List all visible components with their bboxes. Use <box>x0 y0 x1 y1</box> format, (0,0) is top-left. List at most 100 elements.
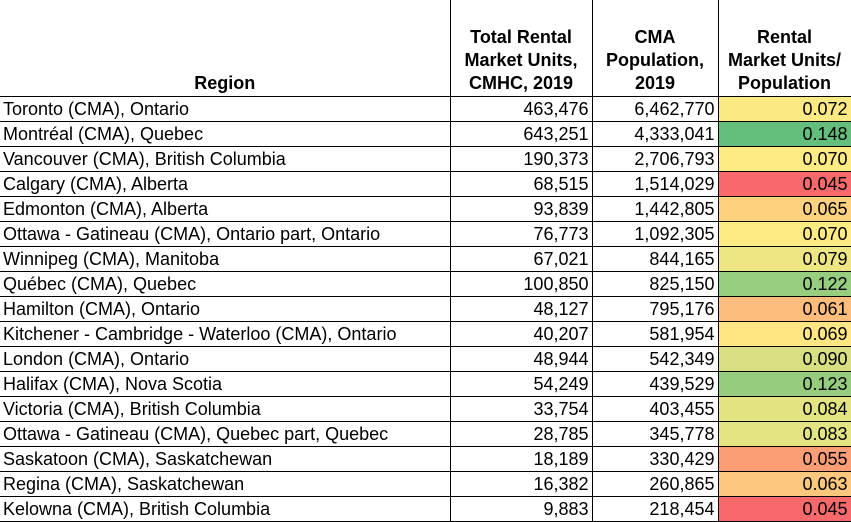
ratio-cell[interactable]: 0.084 <box>718 396 851 422</box>
region-cell[interactable]: Calgary (CMA), Alberta <box>0 171 451 197</box>
ratio-cell[interactable]: 0.045 <box>718 496 851 522</box>
region-cell[interactable]: Winnipeg (CMA), Manitoba <box>0 246 451 272</box>
header-population[interactable]: CMA Population, 2019 <box>592 0 719 97</box>
population-cell[interactable]: 345,778 <box>592 421 719 447</box>
table-row: Toronto (CMA), Ontario 463,476 6,462,770 0.… <box>0 96 851 122</box>
units-cell[interactable]: 48,944 <box>450 346 593 372</box>
header-ratio-line: Rental <box>756 26 812 47</box>
ratio-cell[interactable]: 0.072 <box>718 96 851 122</box>
header-row: Region Total Rental Market Units, CMHC, … <box>0 0 851 97</box>
population-cell[interactable]: 1,514,029 <box>592 171 719 197</box>
table-row: Winnipeg (CMA), Manitoba 67,021 844,165 0.0… <box>0 246 851 272</box>
ratio-cell[interactable]: 0.148 <box>718 121 851 147</box>
population-cell[interactable]: 825,150 <box>592 271 719 297</box>
units-cell[interactable]: 68,515 <box>450 171 593 197</box>
region-cell[interactable]: Ottawa - Gatineau (CMA), Ontario part, O… <box>0 221 451 247</box>
units-cell[interactable]: 76,773 <box>450 221 593 247</box>
header-ratio-line: Market Units/ <box>727 49 842 70</box>
ratio-cell[interactable]: 0.083 <box>718 421 851 447</box>
region-cell[interactable]: Regina (CMA), Saskatchewan <box>0 471 451 497</box>
table-row: Edmonton (CMA), Alberta 93,839 1,442,805 0.… <box>0 196 851 222</box>
header-units-line: Total Rental <box>470 26 572 47</box>
ratio-cell[interactable]: 0.069 <box>718 321 851 347</box>
units-cell[interactable]: 67,021 <box>450 246 593 272</box>
population-cell[interactable]: 795,176 <box>592 296 719 322</box>
units-cell[interactable]: 16,382 <box>450 471 593 497</box>
units-cell[interactable]: 48,127 <box>450 296 593 322</box>
units-cell[interactable]: 40,207 <box>450 321 593 347</box>
table-row: Regina (CMA), Saskatchewan 16,382 260,865 0… <box>0 471 851 497</box>
ratio-cell[interactable]: 0.063 <box>718 471 851 497</box>
header-ratio-line: Population <box>738 72 831 93</box>
table-row: Kitchener - Cambridge - Waterloo (CMA), … <box>0 321 851 347</box>
units-cell[interactable]: 93,839 <box>450 196 593 222</box>
units-cell[interactable]: 463,476 <box>450 96 593 122</box>
population-cell[interactable]: 330,429 <box>592 446 719 472</box>
header-units-line: Market Units, <box>464 49 578 70</box>
region-cell[interactable]: Montréal (CMA), Quebec <box>0 121 451 147</box>
table-row: Saskatoon (CMA), Saskatchewan 18,189 330,4… <box>0 446 851 472</box>
population-cell[interactable]: 218,454 <box>592 496 719 522</box>
table-row: Halifax (CMA), Nova Scotia 54,249 439,529 0… <box>0 371 851 397</box>
region-cell[interactable]: Kelowna (CMA), British Columbia <box>0 496 451 522</box>
table-row: Hamilton (CMA), Ontario 48,127 795,176 0.06… <box>0 296 851 322</box>
table-row: Kelowna (CMA), British Columbia 9,883 218,… <box>0 496 851 522</box>
units-cell[interactable]: 54,249 <box>450 371 593 397</box>
population-cell[interactable]: 4,333,041 <box>592 121 719 147</box>
units-cell[interactable]: 643,251 <box>450 121 593 147</box>
population-cell[interactable]: 403,455 <box>592 396 719 422</box>
header-units[interactable]: Total Rental Market Units, CMHC, 2019 <box>450 0 593 97</box>
population-cell[interactable]: 6,462,770 <box>592 96 719 122</box>
population-cell[interactable]: 1,442,805 <box>592 196 719 222</box>
population-cell[interactable]: 844,165 <box>592 246 719 272</box>
region-cell[interactable]: Edmonton (CMA), Alberta <box>0 196 451 222</box>
ratio-cell[interactable]: 0.045 <box>718 171 851 197</box>
table-row: Victoria (CMA), British Columbia 33,754 40… <box>0 396 851 422</box>
table-row: Ottawa - Gatineau (CMA), Ontario part, O… <box>0 221 851 247</box>
units-cell[interactable]: 28,785 <box>450 421 593 447</box>
table-row: Calgary (CMA), Alberta 68,515 1,514,029 0.0… <box>0 171 851 197</box>
region-cell[interactable]: Hamilton (CMA), Ontario <box>0 296 451 322</box>
region-cell[interactable]: Vancouver (CMA), British Columbia <box>0 146 451 172</box>
population-cell[interactable]: 439,529 <box>592 371 719 397</box>
population-cell[interactable]: 1,092,305 <box>592 221 719 247</box>
header-population-line: 2019 <box>634 72 676 93</box>
units-cell[interactable]: 33,754 <box>450 396 593 422</box>
header-population-line: Population, <box>606 49 704 70</box>
ratio-cell[interactable]: 0.061 <box>718 296 851 322</box>
population-cell[interactable]: 260,865 <box>592 471 719 497</box>
table-row: Vancouver (CMA), British Columbia 190,373… <box>0 146 851 172</box>
ratio-cell[interactable]: 0.070 <box>718 146 851 172</box>
header-region[interactable]: Region <box>0 0 451 97</box>
units-cell[interactable]: 9,883 <box>450 496 593 522</box>
population-cell[interactable]: 581,954 <box>592 321 719 347</box>
header-population-line: CMA <box>634 26 676 47</box>
region-cell[interactable]: Ottawa - Gatineau (CMA), Quebec part, Qu… <box>0 421 451 447</box>
ratio-cell[interactable]: 0.123 <box>718 371 851 397</box>
region-cell[interactable]: Victoria (CMA), British Columbia <box>0 396 451 422</box>
table-row: Montréal (CMA), Quebec 643,251 4,333,041 0.… <box>0 121 851 147</box>
table-body: Toronto (CMA), Ontario 463,476 6,462,770 0.… <box>0 96 851 522</box>
ratio-cell[interactable]: 0.090 <box>718 346 851 372</box>
units-cell[interactable]: 190,373 <box>450 146 593 172</box>
ratio-cell[interactable]: 0.070 <box>718 221 851 247</box>
ratio-cell[interactable]: 0.122 <box>718 271 851 297</box>
ratio-cell[interactable]: 0.055 <box>718 446 851 472</box>
table-row: Ottawa - Gatineau (CMA), Quebec part, Qu… <box>0 421 851 447</box>
units-cell[interactable]: 100,850 <box>450 271 593 297</box>
region-cell[interactable]: Québec (CMA), Quebec <box>0 271 451 297</box>
region-cell[interactable]: Saskatoon (CMA), Saskatchewan <box>0 446 451 472</box>
region-cell[interactable]: Toronto (CMA), Ontario <box>0 96 451 122</box>
population-cell[interactable]: 542,349 <box>592 346 719 372</box>
units-cell[interactable]: 18,189 <box>450 446 593 472</box>
header-units-line: CMHC, 2019 <box>468 72 574 93</box>
region-cell[interactable]: Halifax (CMA), Nova Scotia <box>0 371 451 397</box>
ratio-cell[interactable]: 0.079 <box>718 246 851 272</box>
region-cell[interactable]: Kitchener - Cambridge - Waterloo (CMA), … <box>0 321 451 347</box>
header-ratio[interactable]: Rental Market Units/ Population <box>718 0 851 97</box>
table-row: Québec (CMA), Quebec 100,850 825,150 0.122 <box>0 271 851 297</box>
ratio-cell[interactable]: 0.065 <box>718 196 851 222</box>
population-cell[interactable]: 2,706,793 <box>592 146 719 172</box>
region-cell[interactable]: London (CMA), Ontario <box>0 346 451 372</box>
